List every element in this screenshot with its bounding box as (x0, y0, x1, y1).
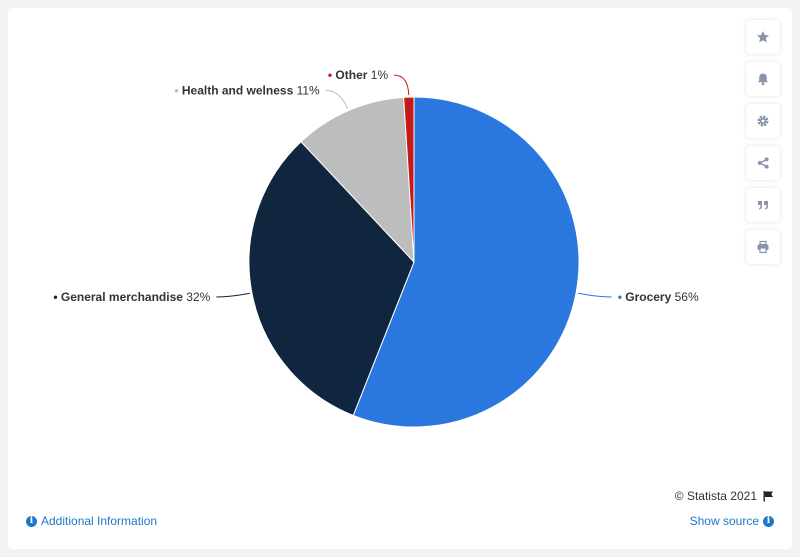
slice-label-general-merchandise: • General merchandise 32% (53, 290, 210, 304)
quote-icon (758, 201, 768, 210)
show-source-label: Show source (689, 514, 759, 528)
favorite-button[interactable] (746, 20, 780, 54)
pie-slice-general-merchandise[interactable] (248, 141, 415, 417)
connector-grocery (577, 292, 612, 298)
slice-category: Grocery (625, 290, 671, 304)
slice-label-health-and-welness: • Health and welness 11% (174, 83, 320, 97)
print-button[interactable] (746, 230, 780, 264)
slice-label-grocery: • Grocery 56% (618, 290, 699, 304)
slice-category: Health and welness (182, 83, 294, 97)
copyright: © Statista 2021 (675, 489, 774, 503)
connector-health-and-welness (325, 89, 349, 109)
slice-label-other: • Other 1% (328, 68, 389, 82)
additional-information-link[interactable]: i Additional Information (26, 514, 157, 528)
cite-button[interactable] (746, 188, 780, 222)
gear-icon (757, 115, 769, 127)
notification-button[interactable] (746, 62, 780, 96)
flag-icon[interactable] (762, 490, 774, 502)
pie-slice-other[interactable] (403, 96, 415, 263)
info-icon: i (26, 515, 37, 527)
pie-slice-grocery[interactable] (352, 96, 580, 428)
star-icon (757, 31, 769, 43)
additional-information-label: Additional Information (41, 514, 158, 528)
settings-button[interactable] (746, 104, 780, 138)
slice-value: 32% (183, 290, 211, 304)
share-icon (757, 157, 769, 169)
connector-general-merchandise (216, 292, 251, 298)
slice-value: 1% (367, 68, 388, 82)
slice-category: General merchandise (61, 290, 183, 304)
info-icon: i (763, 515, 774, 527)
slice-category: Other (335, 68, 367, 82)
slice-value: 56% (671, 290, 699, 304)
print-icon (757, 240, 769, 254)
bell-icon (758, 73, 768, 86)
slice-value: 11% (293, 83, 320, 97)
show-source-link[interactable]: Show source i (690, 514, 774, 528)
share-button[interactable] (746, 146, 780, 180)
pie-slice-health-and-welness[interactable] (300, 96, 415, 264)
connector-other (394, 74, 410, 96)
copyright-text: © Statista 2021 (674, 489, 757, 503)
